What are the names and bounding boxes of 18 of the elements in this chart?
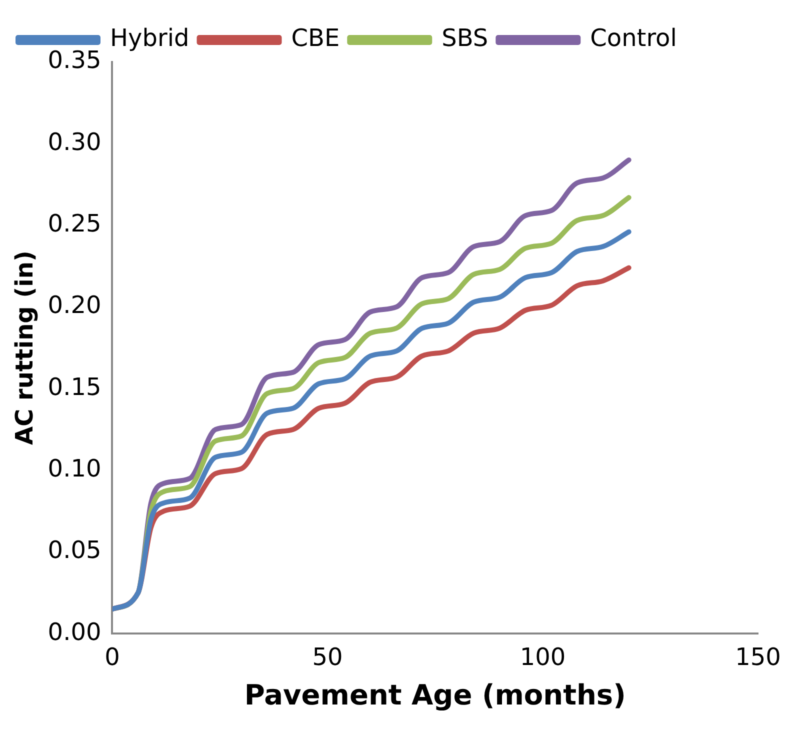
y-axis-title: AC rutting (in) bbox=[10, 250, 39, 446]
y-tick-label: 0.10 bbox=[48, 454, 102, 483]
x-tick-label: 50 bbox=[312, 643, 343, 672]
y-tick-label: 0.15 bbox=[48, 372, 102, 401]
y-tick-label: 0.30 bbox=[48, 128, 102, 156]
x-axis-title: Pavement Age (months) bbox=[244, 678, 626, 712]
legend-label: CBE bbox=[291, 24, 340, 52]
legend-label: Hybrid bbox=[110, 24, 190, 52]
legend-label: SBS bbox=[442, 24, 488, 52]
legend-label: Control bbox=[590, 24, 677, 52]
x-tick-label: 100 bbox=[520, 643, 566, 672]
y-tick-label: 0.05 bbox=[48, 536, 102, 564]
y-tick-label: 0.25 bbox=[48, 210, 102, 238]
y-tick-label: 0.35 bbox=[48, 46, 102, 74]
y-tick-label: 0.00 bbox=[48, 618, 102, 646]
x-tick-label: 0 bbox=[104, 643, 120, 672]
y-tick-label: 0.20 bbox=[48, 291, 102, 320]
x-tick-label: 150 bbox=[735, 643, 781, 672]
